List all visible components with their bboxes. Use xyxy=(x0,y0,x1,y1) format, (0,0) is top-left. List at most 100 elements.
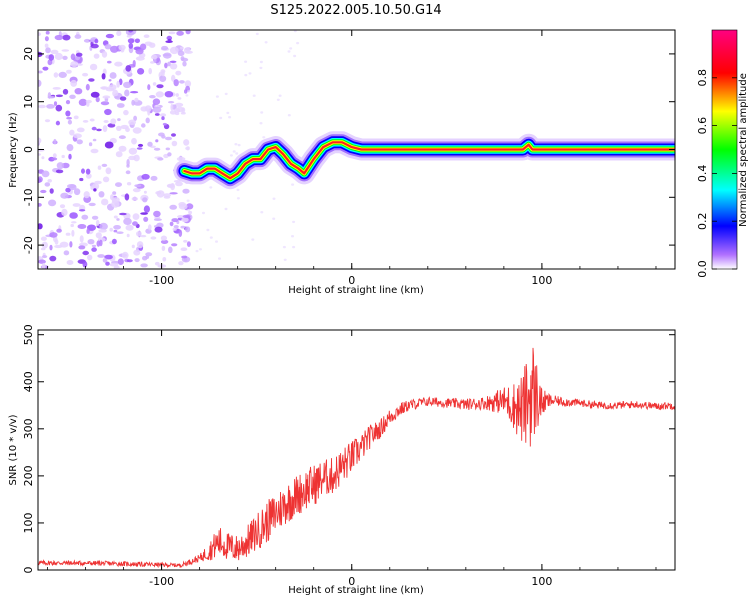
noise-speckle xyxy=(188,210,193,215)
noise-speckle xyxy=(82,120,89,123)
noise-speckle xyxy=(128,30,133,33)
noise-speckle xyxy=(278,94,282,97)
noise-speckle xyxy=(92,183,100,190)
noise-speckle xyxy=(292,245,296,249)
noise-speckle xyxy=(70,61,79,68)
noise-speckle xyxy=(114,95,120,99)
noise-speckle xyxy=(66,144,74,152)
noise-speckle xyxy=(161,245,166,251)
noise-speckle xyxy=(124,193,130,201)
noise-speckle xyxy=(224,92,228,96)
noise-speckle xyxy=(45,47,51,54)
noise-speckle xyxy=(91,215,99,220)
noise-speckle xyxy=(77,63,83,66)
noise-speckle xyxy=(183,239,188,243)
colorbar-tick-label: 0.2 xyxy=(696,212,709,230)
noise-speckle xyxy=(116,125,122,131)
noise-speckle xyxy=(232,150,236,153)
noise-speckle xyxy=(219,116,223,120)
noise-speckle xyxy=(98,229,107,233)
noise-speckle xyxy=(171,74,176,82)
noise-speckle xyxy=(154,226,163,233)
noise-speckle xyxy=(180,111,186,115)
noise-speckle xyxy=(96,240,101,247)
noise-speckle xyxy=(101,163,108,167)
noise-speckle xyxy=(123,81,132,89)
noise-speckle xyxy=(113,215,118,219)
noise-speckle xyxy=(105,261,110,266)
colorbar-ticks: 0.0 0.2 0.4 0.6 0.8 xyxy=(696,69,737,278)
noise-speckle xyxy=(172,227,177,231)
snr-x-tick-label: 100 xyxy=(531,575,552,588)
noise-speckle xyxy=(41,241,48,249)
noise-speckle xyxy=(107,60,112,64)
snr-y-axis-label: SNR (10 * v/v) xyxy=(8,414,19,485)
noise-speckle xyxy=(293,54,297,58)
noise-speckle xyxy=(65,232,71,236)
noise-speckle xyxy=(87,239,95,245)
noise-speckle xyxy=(41,156,45,160)
noise-speckle xyxy=(54,244,63,249)
noise-speckle xyxy=(159,75,167,82)
noise-speckle xyxy=(169,46,179,55)
snr-y-tick-label: 0 xyxy=(22,567,35,574)
noise-speckle xyxy=(126,233,130,238)
noise-speckle xyxy=(93,188,97,192)
noise-speckle xyxy=(150,236,157,240)
noise-speckle xyxy=(116,218,120,221)
noise-speckle xyxy=(38,32,41,36)
noise-speckle xyxy=(78,98,88,106)
noise-speckle xyxy=(143,190,147,194)
noise-speckle xyxy=(53,101,58,106)
noise-speckle xyxy=(148,224,152,231)
noise-speckle xyxy=(255,32,259,36)
noise-speckle xyxy=(73,133,82,139)
noise-speckle xyxy=(168,246,173,254)
noise-speckle xyxy=(52,153,57,158)
noise-speckle xyxy=(55,94,64,98)
noise-speckle xyxy=(61,49,70,52)
noise-speckle xyxy=(236,197,240,200)
noise-speckle xyxy=(61,154,65,159)
ridge-core xyxy=(183,141,675,180)
noise-speckle xyxy=(51,157,58,161)
noise-speckle xyxy=(178,229,183,237)
noise-speckle xyxy=(40,247,46,251)
snr-x-axis-label: Height of straight line (km) xyxy=(288,585,424,596)
noise-speckle xyxy=(90,43,99,49)
noise-speckle xyxy=(173,225,179,229)
noise-speckle xyxy=(44,182,51,187)
noise-speckle xyxy=(164,91,174,98)
spectrogram-ridge xyxy=(173,131,675,190)
noise-speckle xyxy=(49,188,54,194)
noise-speckle xyxy=(56,162,64,170)
noise-speckle xyxy=(114,61,123,67)
noise-speckle xyxy=(41,170,50,178)
noise-speckle xyxy=(72,203,81,207)
noise-speckle xyxy=(130,91,139,94)
spectrogram-x-axis-label: Height of straight line (km) xyxy=(288,285,424,296)
noise-speckle xyxy=(125,170,131,175)
noise-speckle xyxy=(101,198,109,206)
noise-speckle xyxy=(259,60,263,64)
noise-speckle xyxy=(65,100,71,105)
noise-speckle xyxy=(140,106,148,112)
spectrogram-x-ticks: -100 0 100 xyxy=(47,30,657,287)
noise-speckle xyxy=(62,88,69,95)
noise-speckle xyxy=(181,107,186,113)
noise-speckle xyxy=(178,203,188,210)
noise-speckle xyxy=(131,197,138,201)
noise-speckle xyxy=(63,250,70,256)
noise-speckle xyxy=(121,251,129,259)
noise-speckle xyxy=(149,42,156,48)
noise-speckle xyxy=(88,78,95,82)
snr-series-line xyxy=(38,347,675,569)
colorbar-tick-label: 0.4 xyxy=(696,165,709,183)
noise-speckle xyxy=(202,211,205,215)
noise-speckle xyxy=(260,211,264,214)
noise-speckle xyxy=(91,244,97,248)
noise-speckle xyxy=(235,152,239,155)
colorbar-gradient xyxy=(711,29,738,270)
noise-speckle xyxy=(259,66,263,70)
